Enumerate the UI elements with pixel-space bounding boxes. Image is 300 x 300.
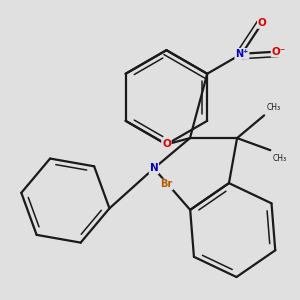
- Text: CH₃: CH₃: [267, 103, 281, 112]
- Text: Br: Br: [160, 179, 172, 189]
- Text: N⁺: N⁺: [235, 49, 249, 59]
- Text: O: O: [162, 140, 171, 149]
- Text: CH₃: CH₃: [273, 154, 287, 163]
- Text: O: O: [258, 18, 267, 28]
- Text: N: N: [149, 164, 158, 173]
- Text: O⁻: O⁻: [272, 46, 286, 56]
